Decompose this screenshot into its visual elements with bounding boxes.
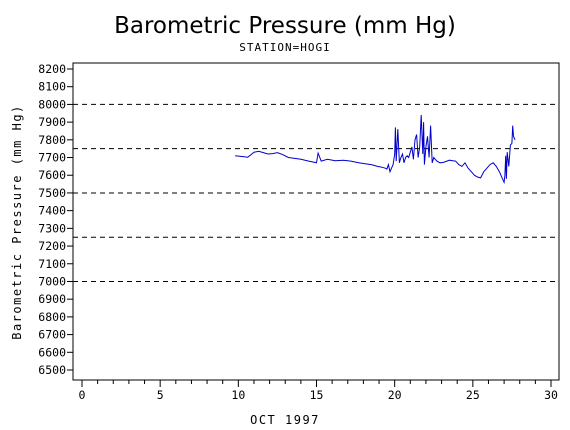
x-tick-label: 15 — [310, 388, 324, 402]
x-axis-label: OCT 1997 — [250, 413, 320, 427]
y-tick-label: 7400 — [38, 204, 66, 218]
y-tick-label: 6800 — [38, 310, 66, 324]
y-tick-label: 7700 — [38, 151, 66, 165]
x-tick-label: 5 — [157, 388, 164, 402]
y-tick-label: 6700 — [38, 328, 66, 342]
y-tick-label: 6600 — [38, 345, 66, 359]
x-tick-label: 10 — [231, 388, 245, 402]
plot-frame — [72, 62, 560, 381]
reference-lines — [73, 103, 559, 282]
series-layer — [235, 114, 516, 185]
chart-title: Barometric Pressure (mm Hg) — [114, 13, 456, 39]
x-tick-label: 30 — [544, 388, 558, 402]
y-tick-label: 8100 — [38, 80, 66, 94]
y-tick-label: 7000 — [38, 274, 66, 288]
x-tick-label: 25 — [466, 388, 480, 402]
y-tick-label: 7200 — [38, 239, 66, 253]
y-tick-label: 7500 — [38, 186, 66, 200]
y-tick-label: 7300 — [38, 221, 66, 235]
series-line — [235, 114, 516, 185]
x-tick-label: 20 — [388, 388, 402, 402]
y-tick-label: 6900 — [38, 292, 66, 306]
y-tick-label: 7600 — [38, 168, 66, 182]
x-axis: 0 5 10 15 20 25 30 — [79, 380, 558, 402]
y-tick-label: 7800 — [38, 133, 66, 147]
y-tick-label: 8200 — [38, 62, 66, 76]
y-tick-label: 7100 — [38, 257, 66, 271]
y-axis: 6500 6600 6700 6800 6900 7000 7100 7200 7300 7400… — [38, 62, 73, 377]
y-tick-label: 8000 — [38, 97, 66, 111]
y-tick-label: 7900 — [38, 115, 66, 129]
y-axis-label: Barometric Pressure (mm Hg) — [10, 104, 24, 340]
y-tick-label: 6500 — [38, 363, 66, 377]
x-tick-label: 0 — [79, 388, 86, 402]
chart-subtitle: STATION=HOGI — [239, 41, 330, 54]
